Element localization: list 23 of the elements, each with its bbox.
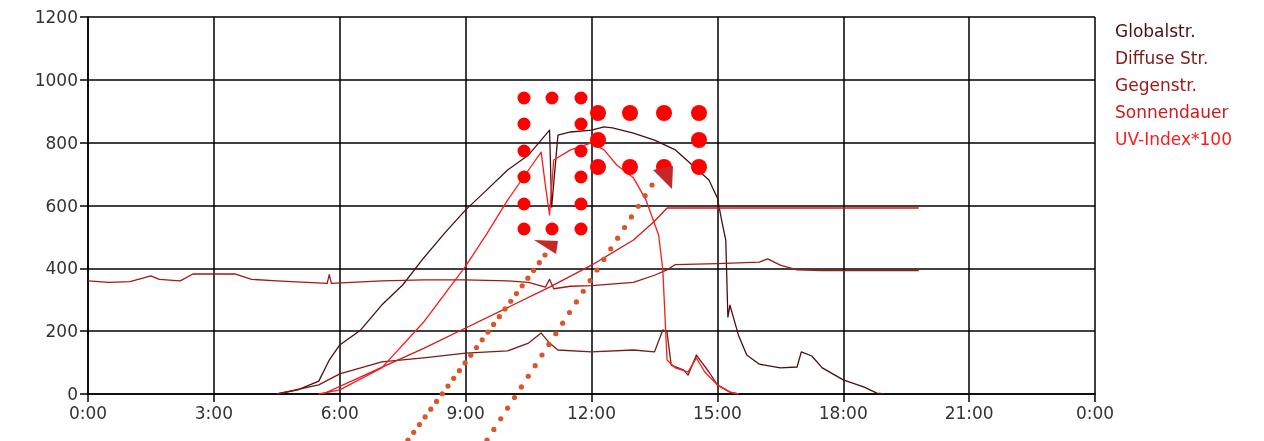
text: Diffuse Str.: [1115, 47, 1209, 68]
x-tick-label: 0:00: [68, 402, 108, 423]
y-tick-label: 600: [45, 195, 78, 216]
y-tick-label: 1200: [34, 7, 78, 27]
x-tick-label: 9:00: [446, 402, 485, 423]
line-series: [87, 258, 920, 290]
y-tick-label: 800: [45, 132, 78, 153]
y-tick-label: 400: [45, 258, 78, 279]
x-tick-label: 3:00: [194, 402, 233, 423]
text: Sonnendauer: [1115, 101, 1229, 122]
x-tick-label: 21:00: [944, 402, 994, 423]
x-tick-label: 0:00: [1075, 402, 1115, 423]
y-tick-label: 200: [45, 321, 78, 342]
text: Gegenstr.: [1115, 74, 1198, 95]
line-series: [322, 207, 920, 395]
x-tick-label: 15:00: [692, 402, 742, 423]
text: Globalstr.: [1115, 20, 1196, 41]
y-tick-label: 1000: [34, 69, 78, 90]
x-tick-label: 18:00: [818, 402, 868, 423]
x-tick-label: 6:00: [320, 402, 359, 423]
text: UV-Index*100: [1115, 128, 1232, 149]
x-tick-label: 12:00: [567, 402, 616, 423]
y-tick-label: 0: [67, 384, 78, 404]
